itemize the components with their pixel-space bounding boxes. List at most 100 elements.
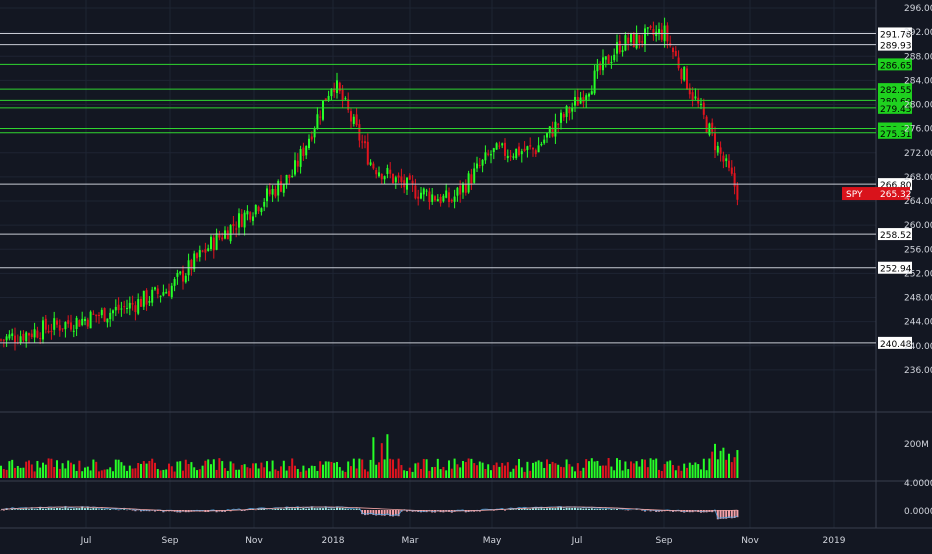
volume-bar — [412, 472, 414, 478]
volume-bar — [375, 465, 377, 478]
macd-bar — [577, 508, 579, 510]
candle — [694, 96, 696, 98]
candle — [526, 146, 528, 150]
volume-bar — [182, 471, 184, 478]
candle — [692, 92, 694, 100]
candle — [308, 139, 310, 148]
candle — [179, 272, 181, 274]
volume-bar — [339, 467, 341, 478]
volume-bar — [624, 461, 626, 478]
volume-bar — [319, 461, 321, 478]
volume-bar — [602, 466, 604, 478]
candle — [434, 196, 436, 200]
candle — [210, 237, 212, 249]
candle — [624, 35, 626, 50]
candle — [87, 320, 89, 327]
volume-bar — [414, 463, 416, 478]
volume-bar — [734, 457, 736, 478]
volume-bar — [106, 469, 108, 478]
volume-bar — [305, 471, 307, 478]
volume-bar — [129, 466, 131, 478]
candle — [199, 250, 201, 257]
volume-bar — [459, 467, 461, 478]
candle — [610, 62, 612, 63]
volume-bar — [364, 469, 366, 478]
candle — [336, 80, 338, 93]
candle — [588, 94, 590, 97]
volume-bar — [199, 469, 201, 478]
macd-bar — [305, 509, 307, 510]
volume-bar — [479, 462, 481, 478]
volume-bar — [706, 470, 708, 478]
volume-bar — [512, 469, 514, 478]
candle — [342, 90, 344, 101]
candle — [78, 320, 80, 327]
volume-bar — [714, 444, 716, 478]
volume-bar — [8, 461, 10, 478]
candle — [160, 296, 162, 297]
candle — [294, 160, 296, 174]
volume-bar — [84, 468, 86, 478]
volume-bar — [633, 463, 635, 478]
candle — [34, 329, 36, 337]
volume-bar — [311, 466, 313, 478]
volume-bar — [171, 466, 173, 478]
candle — [84, 319, 86, 321]
macd-bar — [591, 508, 593, 510]
macd-bar — [48, 508, 50, 510]
candle — [459, 186, 461, 195]
candle — [11, 333, 13, 336]
volume-bar — [591, 458, 593, 478]
volume-bar — [400, 465, 402, 478]
volume-bar — [64, 468, 66, 478]
candle — [286, 175, 288, 185]
candle — [137, 299, 139, 314]
macd-bar — [560, 508, 562, 510]
price-tick: 280.00 — [904, 101, 932, 111]
candle — [185, 276, 187, 282]
macd-bar — [31, 509, 33, 510]
volume-bar — [297, 469, 299, 478]
macd-bar — [322, 508, 324, 510]
volume-bar — [554, 463, 556, 478]
volume-bar — [622, 470, 624, 478]
volume-bar — [81, 471, 83, 478]
volume-bar — [232, 463, 234, 478]
volume-bar — [258, 468, 260, 478]
candle — [98, 315, 100, 316]
volume-bar — [608, 458, 610, 478]
candle — [216, 233, 218, 250]
candle — [381, 174, 383, 179]
candle — [204, 249, 206, 253]
candle — [568, 108, 570, 113]
volume-bar — [174, 472, 176, 478]
candle — [563, 114, 565, 117]
candle — [731, 168, 733, 174]
volume-bar — [350, 466, 352, 478]
volume-bar — [283, 461, 285, 478]
volume-tick: 200M — [904, 440, 929, 450]
candle — [703, 103, 705, 115]
macd-bar — [42, 509, 44, 510]
volume-bar — [456, 464, 458, 478]
volume-bar — [420, 469, 422, 478]
macd-bar — [67, 508, 69, 510]
price-tick: 292.00 — [904, 28, 932, 38]
candle — [162, 292, 164, 295]
candle — [428, 191, 430, 202]
volume-bar — [14, 468, 16, 478]
volume-bar — [666, 461, 668, 478]
macd-bar — [283, 509, 285, 510]
candle — [372, 164, 374, 169]
volume-bar — [652, 460, 654, 478]
volume-bar — [260, 463, 262, 478]
macd-bar — [297, 508, 299, 510]
volume-bar — [627, 469, 629, 478]
volume-bar — [210, 464, 212, 478]
volume-bar — [641, 459, 643, 478]
volume-bar — [246, 467, 248, 478]
candle — [540, 144, 542, 145]
price-tick: 252.00 — [904, 269, 932, 279]
